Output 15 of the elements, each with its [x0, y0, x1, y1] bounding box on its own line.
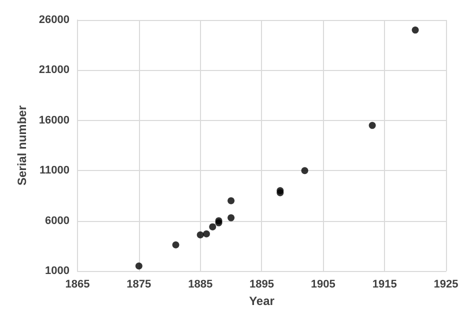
x-tick-label: 1905	[310, 278, 336, 290]
x-tick-label: 1925	[434, 278, 458, 290]
y-tick-label: 1000	[45, 265, 70, 277]
y-tick-label: 6000	[45, 214, 70, 227]
y-axis-title: Serial number	[15, 105, 29, 186]
x-tick-label: 1915	[372, 278, 397, 290]
y-tick-label: 16000	[38, 114, 70, 126]
y-tick-label: 26000	[38, 14, 70, 26]
x-tick-label: 1875	[126, 278, 152, 290]
x-tick-label: 1865	[65, 278, 90, 290]
x-axis-title: Year	[249, 294, 275, 308]
y-tick-label: 21000	[38, 64, 70, 76]
x-tick-label: 1895	[250, 278, 274, 290]
y-tick-label: 11000	[40, 164, 70, 177]
x-tick-label: 1885	[188, 278, 213, 290]
